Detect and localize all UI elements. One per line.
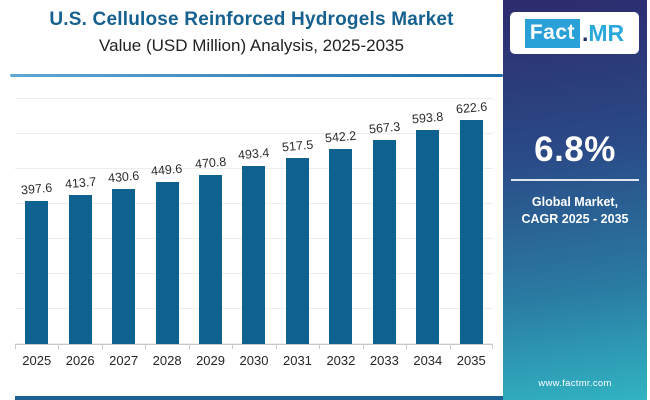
- logo-fact-text: Fact: [524, 18, 580, 48]
- bar-value-label: 430.6: [107, 168, 140, 186]
- bar-plot: 397.6 413.7 430.6 449.6 470.8 493.4 517.5 542.2…: [15, 95, 493, 344]
- bar-column: 567.3: [363, 95, 406, 344]
- cagr-caption-line1: Global Market,: [531, 195, 619, 209]
- bar-column: 470.8: [189, 95, 232, 344]
- bar-column: 397.6: [15, 95, 58, 344]
- bar-column: 593.8: [406, 95, 449, 344]
- bar: [285, 157, 309, 344]
- bar: [416, 130, 440, 344]
- x-axis-label: 2027: [101, 345, 145, 368]
- bar-column: 493.4: [232, 95, 275, 344]
- bar-value-label: 397.6: [20, 180, 53, 198]
- bar: [112, 188, 136, 344]
- bar: [372, 139, 396, 344]
- bar-column: 449.6: [145, 95, 188, 344]
- bar-value-label: 449.6: [150, 161, 184, 179]
- bar: [242, 166, 266, 344]
- bar-value-label: 493.4: [237, 146, 271, 163]
- chart-title: U.S. Cellulose Reinforced Hydrogels Mark…: [49, 9, 454, 30]
- cagr-caption-line2: CAGR 2025 - 2035: [521, 211, 629, 226]
- title-divider: [10, 74, 503, 77]
- chart-panel: U.S. Cellulose Reinforced Hydrogels Mark…: [10, 9, 503, 400]
- bar-column: 622.6: [450, 95, 493, 344]
- bar-column: 430.6: [102, 95, 145, 344]
- bar-value-label: 413.7: [63, 174, 97, 192]
- sidebar: Fact . MR 6.8% Global Market, CAGR 2025 …: [503, 0, 647, 400]
- bar-value-label: 622.6: [455, 99, 488, 117]
- bar-value-label: 593.8: [411, 109, 444, 127]
- x-axis-label: 2025: [15, 345, 58, 368]
- bar-value-label: 542.2: [324, 128, 358, 146]
- x-axis-label: 2029: [188, 345, 232, 368]
- sidebar-divider: [511, 179, 639, 181]
- x-axis: 2025 2026 2027 2028 2029 2030 2031 2032 2033 2034…: [15, 344, 493, 368]
- bar: [199, 174, 223, 344]
- bar: [329, 148, 353, 344]
- bar-value-label: 470.8: [194, 154, 227, 171]
- bar: [155, 182, 179, 344]
- x-axis-label: 2035: [449, 345, 493, 368]
- bar: [459, 119, 483, 344]
- x-axis-label: 2026: [58, 345, 101, 368]
- bar: [25, 200, 49, 344]
- logo-mr-text: MR: [588, 19, 625, 46]
- cagr-caption: Global Market, CAGR 2025 - 2035: [503, 194, 647, 228]
- factmr-logo: Fact . MR: [510, 12, 639, 54]
- bottom-divider: [15, 396, 503, 400]
- bar-value-label: 517.5: [281, 137, 314, 155]
- bar-column: 542.2: [319, 95, 362, 344]
- bar-column: 413.7: [58, 95, 101, 344]
- bar-value-label: 567.3: [368, 119, 401, 137]
- x-axis-label: 2034: [406, 345, 449, 368]
- x-axis-label: 2032: [319, 345, 362, 368]
- website-link[interactable]: www.factmr.com: [538, 378, 612, 389]
- x-axis-label: 2028: [145, 345, 188, 368]
- x-axis-label: 2031: [275, 345, 319, 368]
- x-axis-label: 2033: [362, 345, 406, 368]
- x-axis-label: 2030: [232, 345, 275, 368]
- bar-column: 517.5: [276, 95, 319, 344]
- chart-subtitle: Value (USD Million) Analysis, 2025-2035: [99, 36, 404, 55]
- bar: [68, 195, 92, 344]
- cagr-value: 6.8%: [534, 130, 616, 169]
- logo-dot: .: [582, 19, 589, 46]
